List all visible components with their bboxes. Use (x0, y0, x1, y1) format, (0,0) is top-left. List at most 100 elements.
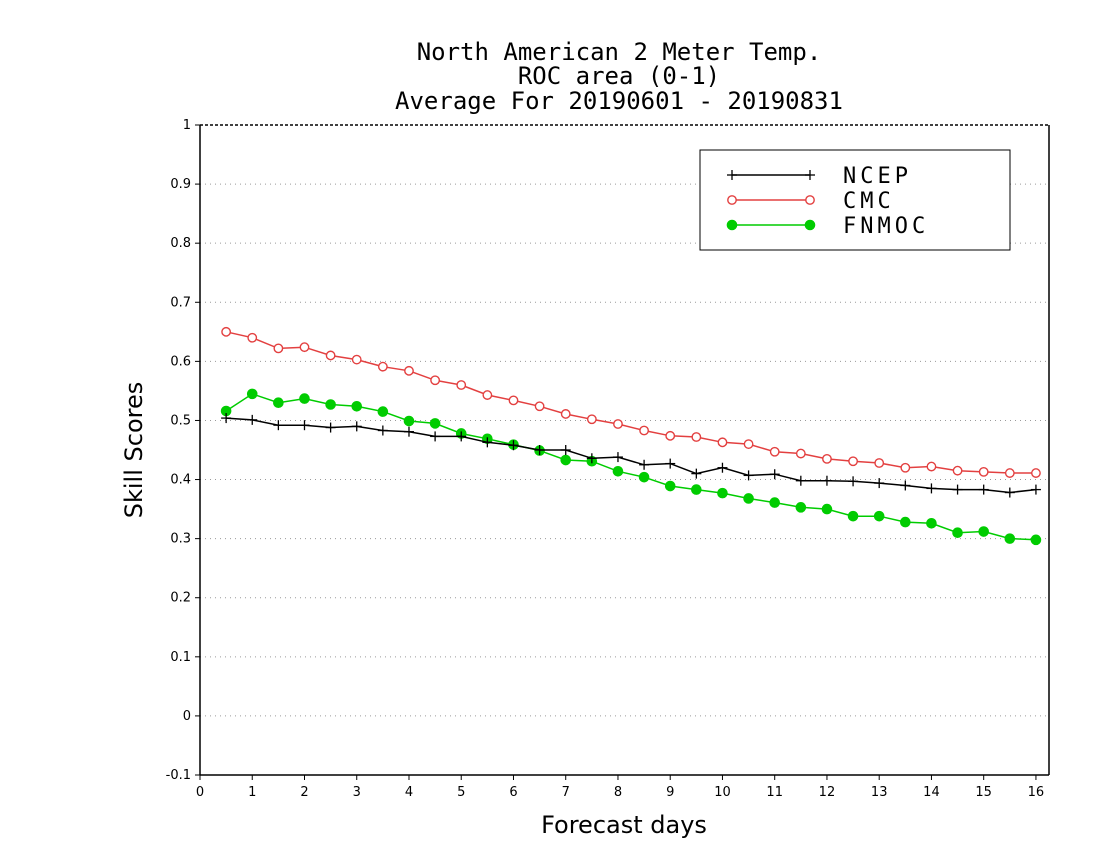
data-point-open-circle (978, 466, 989, 477)
data-point-filled-circle (403, 415, 415, 427)
data-point-open-circle (665, 430, 676, 441)
data-point-filled-circle (560, 454, 572, 466)
data-point-open-circle (639, 425, 649, 436)
data-point-open-circle (586, 414, 597, 425)
y-tick-label: 0.8 (170, 236, 191, 251)
data-point-open-circle (874, 458, 885, 468)
data-point-plus (351, 421, 362, 432)
data-point-filled-circle (612, 465, 624, 477)
y-tick-label: 0.9 (170, 177, 191, 192)
data-point-open-circle (404, 365, 414, 376)
y-axis-label: Skill Scores (120, 382, 148, 519)
data-point-filled-circle (952, 527, 963, 539)
y-tick-label: 0.1 (170, 650, 191, 665)
data-point-filled-circle (377, 406, 389, 417)
data-point-plus (534, 445, 545, 455)
data-point-filled-circle (717, 487, 728, 499)
y-tick-label: 0.5 (170, 413, 191, 428)
data-point-plus (805, 170, 815, 180)
data-point-filled-circle (246, 388, 258, 400)
data-point-filled-circle (900, 516, 911, 528)
data-point-plus (560, 445, 571, 455)
legend-label-ncep: NCEP (843, 164, 912, 189)
data-point-filled-circle (691, 484, 702, 495)
y-tick-label: 0.7 (170, 295, 191, 310)
legend-item-fnmoc: FNMOC (726, 214, 929, 239)
data-point-open-circle (743, 439, 754, 449)
data-point-plus (952, 484, 963, 495)
x-tick-label: 11 (766, 785, 783, 800)
data-point-open-circle (456, 380, 467, 390)
data-point-open-circle (900, 462, 911, 473)
x-tick-label: 5 (457, 785, 465, 800)
legend-label-fnmoc: FNMOC (843, 214, 929, 239)
data-point-filled-circle (821, 503, 833, 515)
data-point-plus (482, 437, 493, 448)
chart-subtitle: ROC area (0-1) (518, 62, 720, 90)
data-point-filled-circle (638, 471, 650, 483)
data-point-plus (403, 426, 414, 437)
data-point-open-circle (377, 361, 388, 372)
data-point-open-circle (534, 401, 545, 412)
gridlines (200, 183, 1049, 717)
data-point-open-circle (351, 354, 362, 365)
data-point-plus (508, 440, 519, 451)
series-line-ncep (226, 417, 1036, 494)
chart-date-range: Average For 20190601 - 20190831 (395, 87, 843, 115)
series-fnmoc (220, 388, 1042, 546)
legend-item-ncep: NCEP (727, 164, 912, 189)
data-point-plus (795, 475, 806, 486)
data-point-open-circle (848, 456, 858, 467)
data-point-plus (743, 470, 754, 481)
y-tick-label: 0 (183, 709, 191, 724)
data-point-plus (821, 475, 832, 486)
data-point-filled-circle (795, 502, 807, 513)
data-point-plus (430, 431, 441, 442)
data-point-plus (900, 480, 911, 491)
data-point-filled-circle (351, 400, 363, 412)
data-point-open-circle (325, 350, 336, 361)
y-tick-label: 0.4 (170, 473, 191, 488)
x-tick-label: 3 (353, 785, 361, 800)
data-point-filled-circle (926, 517, 937, 529)
data-point-open-circle (691, 432, 702, 442)
x-tick-label: 9 (666, 785, 674, 800)
data-point-open-circle (430, 375, 441, 386)
data-point-open-circle (247, 332, 258, 343)
data-point-plus (727, 170, 737, 180)
legend-item-cmc: CMC (727, 189, 895, 214)
data-point-open-circle (727, 195, 737, 205)
data-point-plus (691, 468, 702, 479)
data-point-plus (926, 483, 937, 494)
y-tick-label: 0.6 (170, 354, 191, 369)
data-point-plus (221, 413, 232, 424)
data-point-open-circle (508, 395, 519, 406)
data-point-open-circle (822, 453, 832, 464)
x-tick-label: 14 (923, 785, 940, 800)
x-tick-label: 10 (714, 785, 731, 800)
data-point-open-circle (299, 342, 310, 353)
data-point-plus (978, 484, 989, 495)
data-point-open-circle (482, 390, 493, 400)
data-point-open-circle (1004, 468, 1015, 478)
x-tick-label: 13 (871, 785, 888, 800)
data-point-open-circle (795, 448, 806, 459)
data-point-filled-circle (873, 510, 885, 522)
series-line-cmc (225, 331, 1036, 474)
data-point-filled-circle (273, 397, 284, 409)
data-point-plus (586, 453, 597, 464)
data-point-plus (1004, 487, 1015, 498)
y-tick-label: 1 (183, 118, 191, 133)
legend-label-cmc: CMC (843, 189, 895, 214)
axes: -0.100.10.20.30.40.50.60.70.80.910 1 2 3 4 5 6… (166, 118, 1050, 800)
y-tick-label: -0.1 (166, 768, 191, 783)
data-point-filled-circle (1030, 534, 1042, 546)
data-point-filled-circle (978, 526, 989, 537)
data-point-plus (456, 431, 467, 442)
data-point-open-circle (560, 409, 571, 419)
data-point-plus (665, 458, 676, 469)
data-point-plus (325, 422, 336, 433)
data-point-plus (717, 462, 728, 473)
data-point-plus (612, 452, 623, 463)
